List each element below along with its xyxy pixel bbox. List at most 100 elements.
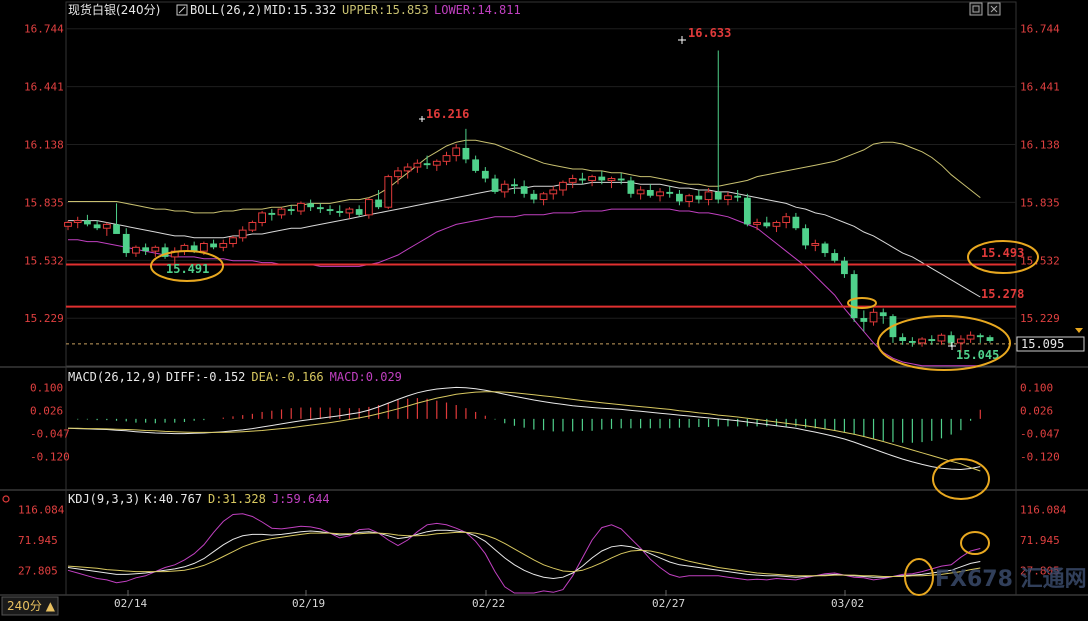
y-axis-labels: 16.744 16.744 16.441 16.441 16.138 16.138 15.8… xyxy=(18,23,1067,578)
candle-body xyxy=(229,237,237,245)
kdj-tick-left: 27.805 xyxy=(18,564,58,577)
price-tick-left: 15.532 xyxy=(24,254,64,267)
kdj-k-line xyxy=(67,529,981,580)
chart-title: 现货白银(240分) xyxy=(68,2,160,17)
candle-body xyxy=(646,190,654,196)
x-tick-label: 03/02 xyxy=(831,597,864,610)
candle-body xyxy=(627,180,635,194)
macd-tick-right: 0.026 xyxy=(1020,405,1053,418)
macd-cross-circle xyxy=(932,458,990,500)
candle-body xyxy=(258,212,267,223)
consolidation-circle xyxy=(877,315,1011,371)
macd-label: MACD(26,12,9) DIFF:-0.152 DEA:-0.166 MACD:0… xyxy=(68,370,402,384)
candle-body xyxy=(511,184,518,187)
candle-body xyxy=(122,233,130,254)
candle-body xyxy=(714,191,722,200)
candle-body xyxy=(190,245,198,252)
candle-body xyxy=(481,170,489,179)
candle-body xyxy=(530,193,538,200)
candle-body xyxy=(297,202,305,212)
x-tick-label: 02/27 xyxy=(652,597,685,610)
candle-body xyxy=(559,181,567,191)
candle-body xyxy=(161,247,169,257)
candle-body xyxy=(287,209,295,212)
kdj-tick-right: 71.945 xyxy=(1020,534,1060,547)
macd-tick-left: 0.026 xyxy=(30,405,63,418)
candle-body xyxy=(151,246,160,252)
boll-upper-line xyxy=(68,139,981,214)
candle-body xyxy=(753,221,761,225)
candle-body xyxy=(549,189,558,195)
price-tick-left: 15.835 xyxy=(24,196,64,209)
low-mark-label: 15.491 xyxy=(166,262,209,276)
kdj-tick-left: 116.084 xyxy=(18,504,65,517)
candle-body xyxy=(937,334,946,342)
candle-body xyxy=(268,212,276,215)
boll-lower-value: LOWER:14.811 xyxy=(434,3,521,17)
period-button[interactable] xyxy=(1,596,59,616)
candle-body xyxy=(598,176,606,181)
price-tick-left: 15.229 xyxy=(24,312,64,325)
kdj-panel xyxy=(67,513,981,594)
x-tick-label: 02/14 xyxy=(114,597,147,610)
candle-body xyxy=(841,260,848,275)
candle-body xyxy=(695,195,703,200)
macd-tick-left: -0.120 xyxy=(30,451,70,464)
macd-tick-right: -0.120 xyxy=(1020,451,1060,464)
level-1-circle xyxy=(967,240,1039,274)
candle-body xyxy=(375,199,382,208)
candle-body xyxy=(831,253,839,261)
candle-body xyxy=(113,224,120,234)
candle-body xyxy=(588,176,596,181)
candle-body xyxy=(763,222,771,227)
kdj-d-line xyxy=(67,531,981,577)
candle-body xyxy=(734,195,742,198)
price-arrow-icon xyxy=(1075,328,1083,333)
spike-high-label: 16.633 xyxy=(688,26,731,40)
candle-body xyxy=(918,338,926,344)
candle-body xyxy=(277,208,286,216)
candle-body xyxy=(772,221,781,227)
candle-body xyxy=(792,216,800,229)
candle-body xyxy=(908,340,916,343)
candle-body xyxy=(899,337,907,341)
candle-body xyxy=(336,211,344,213)
x-tick-label: 02/22 xyxy=(472,597,505,610)
candle-body xyxy=(64,221,72,227)
recent-low-label: 15.045 xyxy=(956,348,999,362)
candle-body xyxy=(986,337,994,341)
candle-body xyxy=(743,197,751,225)
recent-low-marker-icon xyxy=(948,342,956,350)
candle-body xyxy=(656,191,664,197)
candle-body xyxy=(248,221,257,231)
candle-body xyxy=(403,166,412,172)
spike-marker-icon xyxy=(678,36,686,44)
price-tick-right: 15.229 xyxy=(1020,312,1060,325)
candle-body xyxy=(394,170,402,178)
price-tick-right: 15.835 xyxy=(1020,196,1060,209)
macd-tick-right: -0.047 xyxy=(1020,428,1060,441)
boll-indicator-icon[interactable] xyxy=(176,4,188,16)
level-1-label: 15.493 xyxy=(981,246,1024,260)
candle-body xyxy=(869,311,878,323)
candle-body xyxy=(928,339,936,341)
price-tick-left: 16.441 xyxy=(24,81,64,94)
candle-body xyxy=(860,318,868,322)
candle-body xyxy=(472,159,480,171)
price-tick-right: 16.744 xyxy=(1020,23,1060,36)
macd-tick-right: 0.100 xyxy=(1020,381,1053,394)
candle-body xyxy=(539,193,548,201)
candle-body xyxy=(142,247,150,252)
macd-tick-left: -0.047 xyxy=(30,428,70,441)
macd-tick-left: 0.100 xyxy=(30,381,63,394)
candlesticks xyxy=(64,50,994,353)
restore-window-icon[interactable] xyxy=(969,2,983,16)
candle-body xyxy=(879,312,887,317)
kdj-settings-icon[interactable] xyxy=(2,495,10,503)
low-highlight-circle xyxy=(150,250,224,282)
candle-body xyxy=(73,220,82,223)
x-tick-label: 02/19 xyxy=(292,597,325,610)
close-window-icon[interactable] xyxy=(987,2,1001,16)
candle-body xyxy=(802,228,809,246)
